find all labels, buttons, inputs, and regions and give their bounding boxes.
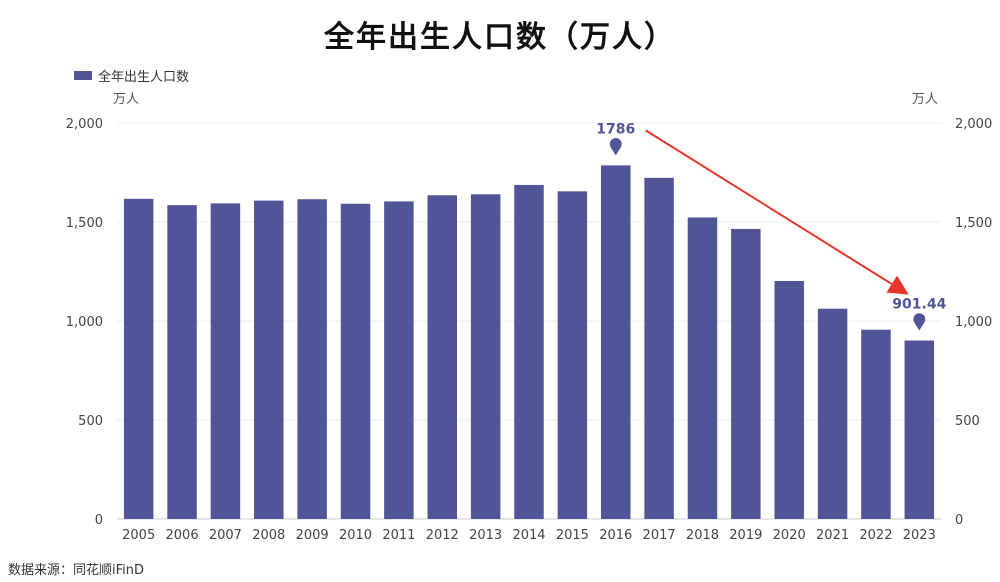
x-tick-label: 2022 <box>859 528 892 543</box>
source-note: 数据来源：同花顺iFinD <box>8 563 145 578</box>
x-tick-label: 2019 <box>729 528 762 543</box>
bar-2019 <box>731 228 761 519</box>
y-axis-left-unit: 万人 <box>113 92 140 107</box>
y-tick-right: 0 <box>955 513 963 528</box>
bar-2013 <box>470 194 501 519</box>
x-tick-label: 2005 <box>122 528 155 543</box>
x-tick-label: 2014 <box>512 528 545 543</box>
bar-2006 <box>167 205 197 520</box>
legend-swatch <box>74 71 92 80</box>
bar-2009 <box>297 199 327 520</box>
y-tick-left: 1,000 <box>66 315 103 330</box>
x-tick-label: 2007 <box>209 528 242 543</box>
annotations: 1786 901.44 <box>596 121 947 331</box>
y-tick-left: 500 <box>78 414 103 429</box>
bar-2017 <box>644 177 674 519</box>
bar-2007 <box>210 203 241 519</box>
axes: 0 0 500 500 1,000 1,000 1,500 1,500 2,000 2,000 20… <box>66 117 992 543</box>
y-tick-left: 0 <box>95 513 103 528</box>
data-label: 1786 <box>596 121 635 137</box>
x-tick-label: 2015 <box>556 528 589 543</box>
bar-2020 <box>774 281 804 519</box>
x-tick-label: 2009 <box>296 528 329 543</box>
bar-2014 <box>514 184 544 519</box>
y-tick-right: 2,000 <box>955 117 992 132</box>
x-tick-label: 2023 <box>903 528 936 543</box>
x-tick-label: 2020 <box>773 528 806 543</box>
legend-label: 全年出生人口数 <box>98 70 190 85</box>
pin-marker <box>609 138 622 156</box>
x-tick-label: 2010 <box>339 528 372 543</box>
x-tick-label: 2017 <box>643 528 676 543</box>
pin-marker <box>913 313 926 331</box>
x-tick-label: 2012 <box>426 528 459 543</box>
x-tick-label: 2016 <box>599 528 632 543</box>
y-tick-right: 1,000 <box>955 315 992 330</box>
bar-2021 <box>817 308 848 519</box>
bar-2023 <box>904 340 935 519</box>
x-tick-label: 2008 <box>252 528 285 543</box>
bar-2005 <box>123 198 154 520</box>
y-tick-right: 1,500 <box>955 216 992 231</box>
data-label: 901.44 <box>892 297 946 313</box>
bar-2015 <box>557 191 588 519</box>
x-tick-label: 2013 <box>469 528 502 543</box>
trend-arrow <box>645 129 909 295</box>
bar-2012 <box>427 195 458 519</box>
y-tick-left: 2,000 <box>66 117 103 132</box>
x-tick-label: 2021 <box>816 528 849 543</box>
x-tick-label: 2011 <box>382 528 415 543</box>
x-tick-label: 2018 <box>686 528 719 543</box>
bars <box>123 165 935 520</box>
x-tick-label: 2006 <box>166 528 199 543</box>
bar-2011 <box>384 201 414 519</box>
legend[interactable]: 全年出生人口数 <box>74 66 189 85</box>
bar-2016 <box>600 165 631 519</box>
y-tick-right: 500 <box>955 414 980 429</box>
bar-2018 <box>687 217 718 520</box>
chart-title: 全年出生人口数（万人） <box>324 20 676 55</box>
bar-2022 <box>861 329 891 519</box>
y-tick-left: 1,500 <box>66 216 103 231</box>
bar-2008 <box>254 200 284 519</box>
bar-2010 <box>340 203 371 519</box>
y-axis-right-unit: 万人 <box>912 92 939 107</box>
